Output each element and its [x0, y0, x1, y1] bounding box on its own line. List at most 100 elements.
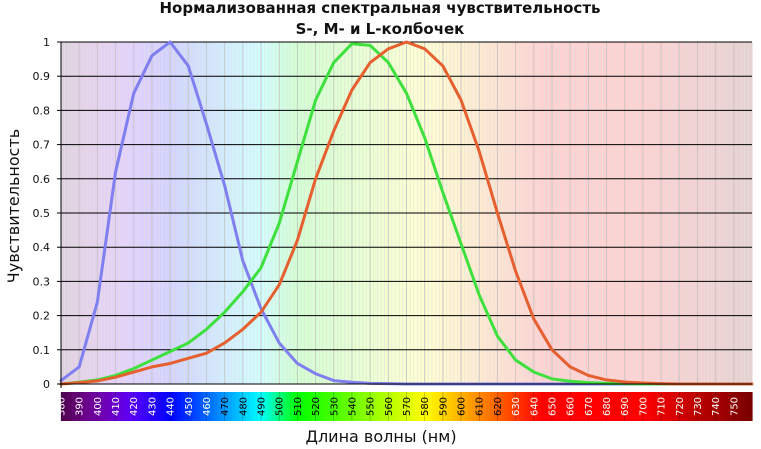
spectrum-band: [511, 392, 517, 421]
x-tick-label: 740: [711, 397, 722, 416]
spectrum-band: [606, 392, 611, 421]
spectrum-band: [526, 392, 531, 421]
spectrum-band: [399, 392, 404, 421]
spectrum-band: [159, 392, 164, 421]
spectrum-band: [253, 392, 258, 421]
chart-title: Нормализованная спектральная чувствитель…: [159, 0, 600, 17]
spectrum-band: [675, 392, 680, 421]
spectrum-band: [221, 392, 226, 421]
spectrum-band: [79, 392, 84, 421]
spectrum-band: [246, 392, 251, 421]
spectrum-band: [111, 392, 117, 421]
x-tick-label: 660: [566, 397, 577, 416]
spectrum-band: [377, 392, 382, 421]
spectrum-band: [391, 392, 397, 421]
spectrum-band: [421, 392, 426, 421]
spectrum-band: [617, 392, 622, 421]
spectrum-band: [155, 392, 160, 421]
spectrum-band: [595, 392, 600, 421]
spectrum-band: [708, 392, 713, 421]
y-tick-label: 0.7: [33, 139, 51, 152]
spectrum-band: [184, 392, 189, 421]
spectrum-band: [402, 392, 408, 421]
x-tick-label: 600: [457, 397, 468, 416]
y-tick-label: 0.5: [33, 207, 51, 220]
spectrum-band: [264, 392, 269, 421]
spectrum-band: [268, 392, 273, 421]
spectrum-band: [693, 392, 699, 421]
spectrum-band: [311, 392, 317, 421]
spectrum-band: [355, 392, 360, 421]
spectrum-band: [679, 392, 684, 421]
spectrum-band: [93, 392, 98, 421]
spectrum-band: [344, 392, 349, 421]
spectrum-band: [126, 392, 131, 421]
spectrum-band: [424, 392, 429, 421]
spectrum-band: [566, 392, 571, 421]
x-tick-label: 480: [238, 397, 249, 416]
spectrum-band: [381, 392, 386, 421]
spectrum-band: [588, 392, 593, 421]
spectrum-band: [315, 392, 320, 421]
spectrum-band: [202, 392, 208, 421]
spectrum-band: [137, 392, 142, 421]
spectrum-band: [559, 392, 564, 421]
spectrum-band: [748, 392, 753, 421]
spectrum-band: [141, 392, 146, 421]
spectrum-band: [519, 392, 524, 421]
spectrum-band: [293, 392, 298, 421]
spectrum-band: [624, 392, 629, 421]
spectrum-band: [90, 392, 95, 421]
y-tick-label: 1: [43, 36, 50, 49]
x-axis-ticks: 380 390 400 410 420 430 440 450 460 470 480 490 500 5…: [57, 392, 740, 421]
spectrum-band: [664, 392, 669, 421]
spectrum-band: [144, 392, 149, 421]
spectrum-band: [577, 392, 582, 421]
x-tick-label: 560: [384, 397, 395, 416]
x-tick-label: 690: [620, 397, 631, 416]
x-tick-label: 510: [293, 397, 304, 416]
y-tick-label: 0.3: [33, 275, 51, 288]
spectrum-band: [722, 392, 728, 421]
spectrum-band: [86, 392, 91, 421]
spectrum-band: [602, 392, 608, 421]
spectrum-band: [613, 392, 619, 421]
y-tick-label: 0.2: [33, 310, 51, 323]
spectrum-band: [501, 392, 506, 421]
spectrum-band: [235, 392, 240, 421]
spectrum-band: [715, 392, 720, 421]
spectrum-band: [326, 392, 331, 421]
y-tick-label: 0.1: [33, 344, 51, 357]
spectrum-band: [635, 392, 640, 421]
spectrum-band: [286, 392, 291, 421]
spectrum-band: [733, 392, 739, 421]
x-tick-label: 420: [129, 397, 140, 416]
x-tick-label: 490: [257, 397, 268, 416]
x-tick-label: 550: [366, 397, 377, 416]
spectrum-band: [610, 392, 615, 421]
spectrum-band: [108, 392, 113, 421]
x-tick-label: 650: [547, 397, 558, 416]
spectrum-band: [628, 392, 633, 421]
spectrum-band: [661, 392, 666, 421]
spectrum-band: [711, 392, 717, 421]
spectrum-band: [744, 392, 749, 421]
x-tick-label: 460: [202, 397, 213, 416]
spectrum-band: [570, 392, 575, 421]
x-tick-label: 620: [493, 397, 504, 416]
spectrum-band: [690, 392, 695, 421]
y-tick-label: 0: [43, 378, 50, 391]
spectrum-band: [453, 392, 459, 421]
spectrum-band: [279, 392, 284, 421]
spectrum-bar: [61, 392, 753, 421]
spectrum-band: [170, 392, 175, 421]
spectrum-band: [435, 392, 440, 421]
spectrum-band: [417, 392, 422, 421]
spectrum-band: [406, 392, 411, 421]
x-tick-label: 430: [147, 397, 158, 416]
spectrum-band: [261, 392, 266, 421]
y-axis-label: Чувствительность: [4, 129, 23, 283]
spectrum-band: [497, 392, 502, 421]
spectrum-band: [482, 392, 488, 421]
x-tick-label: 640: [529, 397, 540, 416]
